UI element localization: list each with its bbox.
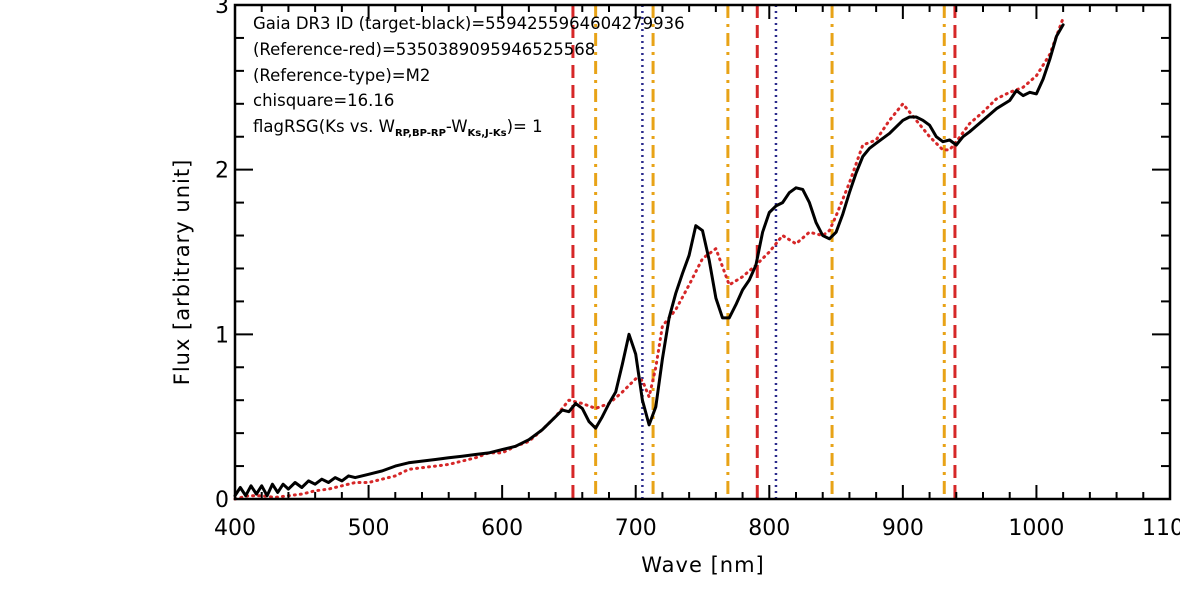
annotation-chisquare: chisquare=16.16: [253, 91, 394, 110]
x-axis-title: Wave [nm]: [641, 553, 764, 577]
series-line-target-black: [233, 23, 1065, 498]
y-tick-label: 3: [215, 0, 229, 19]
x-tick-label: 500: [348, 516, 390, 541]
y-tick-label: 0: [215, 488, 229, 513]
flag-suffix: )= 1: [507, 117, 543, 136]
tick-group: [234, 4, 1171, 500]
y-tick-label: 1: [215, 323, 229, 348]
x-tick-label: 700: [615, 516, 657, 541]
x-tick-label: 600: [481, 516, 523, 541]
annotation-gaia-id: Gaia DR3 ID (target-black)=5594255964604…: [253, 14, 685, 33]
x-tick-label: 1000: [1008, 516, 1064, 541]
x-tick-label: 800: [748, 516, 790, 541]
annotation-reference-type: (Reference-type)=M2: [253, 66, 430, 85]
series-group: [233, 16, 1065, 501]
y-tick-label: 2: [215, 159, 229, 184]
plot-frame: [233, 3, 1172, 501]
flag-sub-rp: RP,BP-RP: [395, 128, 446, 139]
annotation-block: Gaia DR3 ID (target-black)=5594255964604…: [253, 14, 685, 139]
flag-sub-ks: Ks,J-Ks: [468, 128, 507, 139]
flag-mid: -W: [446, 117, 468, 136]
flag-prefix: flagRSG(Ks vs. W: [253, 117, 395, 136]
x-tick-label: 400: [214, 516, 256, 541]
x-tick-label: 900: [882, 516, 924, 541]
y-axis-title: Flux [arbitrary unit]: [170, 159, 194, 386]
series-line-Reference-red: [233, 16, 1065, 501]
vertical-line-group: [571, 5, 957, 499]
annotation-flag-rsg: flagRSG(Ks vs. WRP,BP-RP-WKs,J-Ks)= 1: [253, 117, 543, 139]
annotation-reference-red: (Reference-red)=5350389095946525568: [253, 40, 595, 59]
